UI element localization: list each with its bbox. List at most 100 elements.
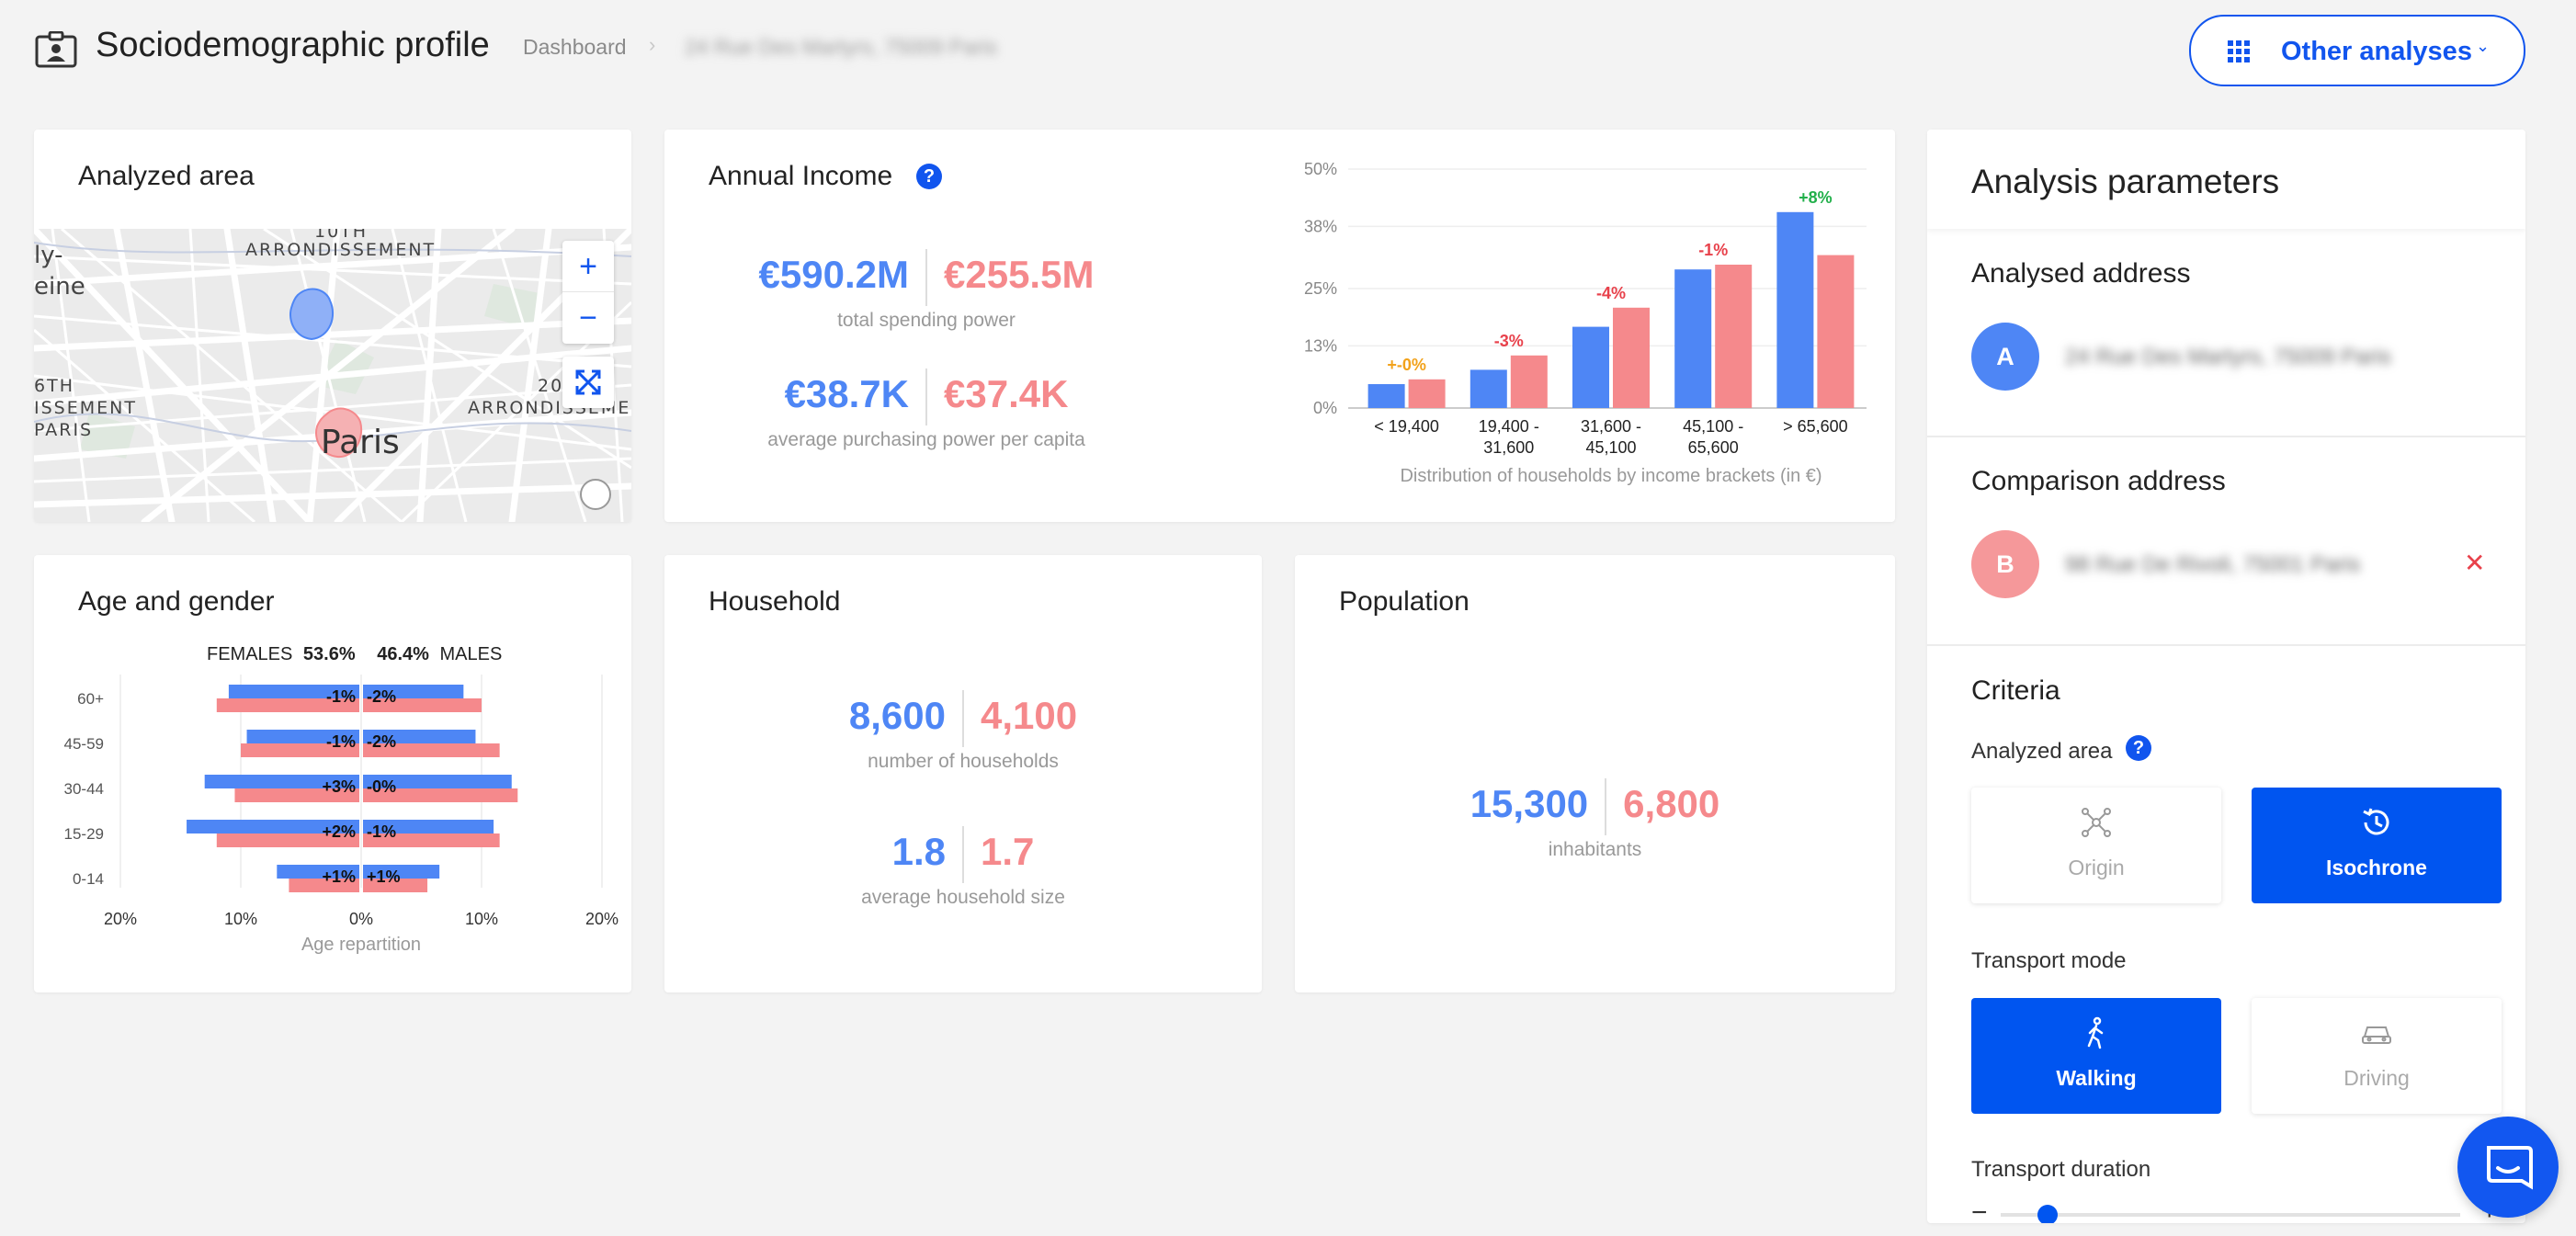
map-label-paris: Paris — [321, 424, 400, 461]
transport-duration-label: Transport duration — [1971, 1157, 2151, 1182]
age-bar-male-a — [363, 820, 494, 833]
zoom-in-button[interactable]: + — [562, 241, 614, 292]
area-map[interactable]: 10TH ARRONDISSEMENT ly- eine 6TH ISSEMEN… — [34, 229, 631, 522]
households-count-a: 8,600 — [848, 694, 946, 738]
spending-power-a: €590.2M — [758, 253, 909, 297]
remove-comparison-close-icon[interactable]: ✕ — [2464, 549, 2486, 577]
analyzed-area-title: Analyzed area — [78, 161, 255, 191]
income-help-icon[interactable]: ? — [916, 164, 942, 189]
males-pct: 46.4% — [377, 644, 429, 664]
income-bar-b — [1817, 255, 1855, 408]
zoom-out-button[interactable]: − — [579, 300, 597, 335]
age-bar-male-a — [363, 685, 464, 698]
duration-slider-track[interactable] — [2001, 1213, 2460, 1217]
income-diff-label: -4% — [1596, 284, 1626, 302]
inhabitants-a: 15,300 — [1470, 782, 1589, 826]
age-xtick-label: 10% — [224, 910, 257, 928]
walking-option-label: Walking — [2056, 1066, 2137, 1090]
analyzed-area-card: Analyzed area 10TH ARRO — [34, 130, 631, 522]
grid-icon — [2228, 40, 2250, 62]
age-female-diff-label: +1% — [322, 867, 356, 886]
map-label-arr6b: ISSEMENT — [34, 398, 137, 418]
income-xtick-label: 45,100 — [1585, 438, 1636, 457]
age-bar-female-a — [277, 865, 359, 879]
age-bar-male-b — [363, 788, 518, 802]
breadcrumb-dashboard[interactable]: Dashboard — [523, 35, 627, 59]
income-bar-b — [1510, 355, 1548, 408]
age-bar-male-a — [363, 775, 512, 788]
driving-option-button[interactable]: Driving — [2252, 998, 2502, 1114]
household-size-kpi: 1.8 1.7 average household size — [664, 826, 1262, 909]
nodes-icon — [2082, 808, 2111, 837]
analysed-address-title: Analysed address — [1971, 258, 2191, 289]
parameters-title: Analysis parameters — [1971, 163, 2280, 200]
income-bar-a — [1572, 326, 1609, 408]
age-xtick-label: 0% — [349, 910, 373, 928]
zoom-control: + − — [562, 241, 614, 344]
divider — [1927, 436, 2525, 437]
age-group-label: 30-44 — [64, 780, 104, 798]
age-male-diff-label: -0% — [367, 777, 396, 796]
analyzed-area-label: Analyzed area — [1971, 739, 2113, 764]
age-group-label: 15-29 — [64, 825, 104, 843]
kpi-divider — [962, 826, 964, 883]
age-bar-female-a — [204, 775, 359, 788]
duration-decrease-button[interactable]: − — [1971, 1197, 1988, 1223]
address-b-value[interactable]: 98 Rue De Rivoli, 75001 Paris — [2065, 552, 2361, 577]
purchasing-power-kpi: €38.7K €37.4K average purchasing power pe… — [720, 369, 1133, 451]
income-bar-a — [1776, 211, 1814, 408]
annual-income-card: Annual Income ? €590.2M €255.5M total spe… — [664, 130, 1895, 522]
fit-bounds-button[interactable] — [562, 357, 614, 408]
age-bar-male-a — [363, 865, 440, 879]
kpi-divider — [1605, 778, 1607, 835]
other-analyses-button[interactable]: Other analyses ⌄ — [2189, 15, 2525, 86]
map-label-left2: eine — [34, 273, 85, 300]
map-label-arr6a: 6TH — [34, 376, 74, 396]
address-b-badge: B — [1971, 530, 2039, 598]
isochrone-option-button[interactable]: Isochrone — [2252, 788, 2502, 903]
females-pct: 53.6% — [302, 644, 356, 664]
household-size-b: 1.7 — [981, 830, 1035, 874]
age-male-diff-label: +1% — [367, 867, 401, 886]
origin-option-button[interactable]: Origin — [1971, 788, 2221, 903]
duration-slider-handle[interactable] — [2037, 1205, 2058, 1223]
income-diff-label: +-0% — [1387, 356, 1426, 374]
income-bar-b — [1613, 307, 1650, 408]
walking-option-button[interactable]: Walking — [1971, 998, 2221, 1114]
map-label-arr10: 10TH — [314, 229, 369, 242]
comparison-address-title: Comparison address — [1971, 466, 2226, 496]
age-male-diff-label: -2% — [367, 732, 396, 751]
kpi-divider — [962, 690, 964, 747]
inhabitants-caption: inhabitants — [1548, 839, 1642, 860]
map-info-icon[interactable] — [580, 479, 611, 510]
walking-icon — [2087, 1016, 2104, 1049]
address-a-value[interactable]: 24 Rue Des Martyrs, 75009 Paris — [2065, 345, 2391, 369]
history-icon — [2363, 808, 2389, 835]
age-group-label: 0-14 — [73, 870, 104, 888]
income-diff-label: -1% — [1698, 241, 1728, 259]
income-ytick-label: 38% — [1304, 217, 1337, 235]
income-xtick-label: > 65,600 — [1783, 417, 1848, 436]
age-bar-female-b — [241, 743, 359, 757]
age-bar-male-a — [363, 730, 476, 743]
age-bar-male-b — [363, 743, 500, 757]
age-group-label: 60+ — [77, 690, 104, 708]
income-xtick-label: 19,400 - — [1479, 417, 1539, 436]
household-size-a: 1.8 — [891, 830, 946, 874]
income-distribution-chart: 0% 13% 25% 38% 50% +-0% < 19,400 -3% 19,400 - 31,… — [1304, 160, 1867, 486]
age-bar-female-b — [234, 788, 359, 802]
income-bar-a — [1674, 269, 1712, 408]
area-help-icon[interactable]: ? — [2126, 735, 2151, 761]
transport-mode-label: Transport mode — [1971, 948, 2127, 973]
age-female-diff-label: -1% — [326, 732, 356, 751]
origin-option-label: Origin — [2068, 856, 2125, 879]
spending-power-b: €255.5M — [944, 253, 1095, 297]
income-xtick-label: 45,100 - — [1683, 417, 1743, 436]
kpi-divider — [925, 369, 927, 425]
chat-launcher-button[interactable] — [2457, 1117, 2559, 1218]
page-header: Sociodemographic profile Dashboard › 24 … — [0, 0, 2576, 101]
spending-power-kpi: €590.2M €255.5M total spending power — [720, 249, 1133, 332]
age-female-diff-label: -1% — [326, 687, 356, 706]
income-bar-a — [1367, 384, 1405, 408]
household-title: Household — [709, 586, 841, 617]
